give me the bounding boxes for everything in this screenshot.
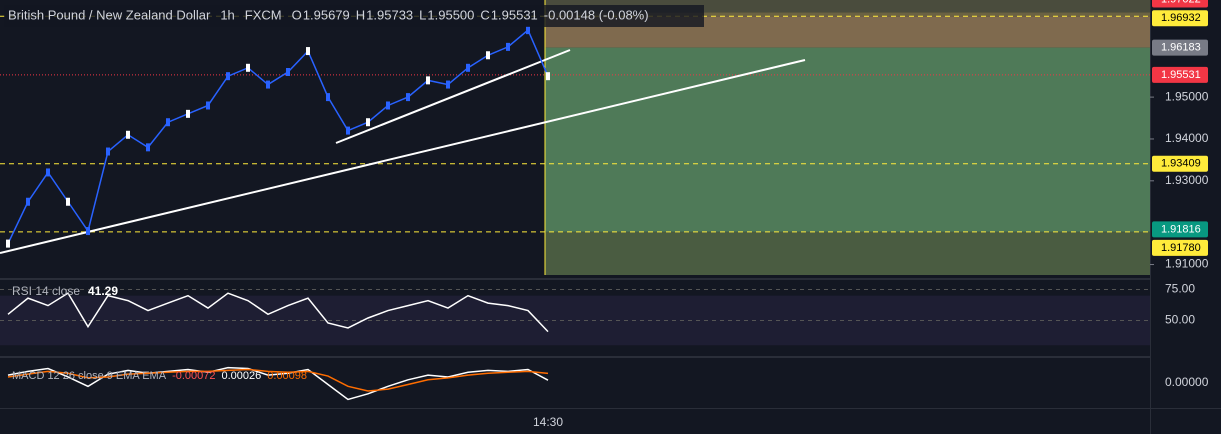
macd-tick-label: 0.00000 bbox=[1165, 375, 1209, 389]
price-label-bg bbox=[1152, 0, 1208, 8]
candle bbox=[206, 101, 210, 110]
signal-line bbox=[7, 368, 549, 392]
top-zone bbox=[545, 12, 1150, 17]
candle bbox=[506, 42, 510, 51]
price-tick-label: 1.94000 bbox=[1165, 131, 1209, 145]
price-label: 1.91780 bbox=[1161, 242, 1201, 254]
price-label-bg bbox=[1152, 155, 1208, 172]
ohlc-key: L bbox=[419, 7, 426, 22]
rsi-label: RSI 14 close bbox=[12, 284, 80, 298]
candle bbox=[66, 197, 70, 206]
price-label: 1.97022 bbox=[1161, 0, 1201, 5]
candle bbox=[366, 118, 370, 127]
target-zone bbox=[545, 47, 1150, 232]
ohlc-key: H bbox=[356, 7, 365, 22]
macd-line bbox=[7, 366, 549, 401]
macd-hist: -0.00072 bbox=[172, 370, 215, 382]
candle bbox=[126, 130, 130, 139]
price-label-bg bbox=[1152, 10, 1208, 27]
candle bbox=[226, 72, 230, 81]
price-label-bg bbox=[1152, 66, 1208, 83]
ohlc-key: O bbox=[292, 7, 302, 22]
candle bbox=[346, 126, 350, 135]
change: -0.00148 (-0.08%) bbox=[544, 7, 649, 22]
trend-line bbox=[0, 59, 806, 254]
price-label-bg bbox=[1152, 39, 1208, 56]
rsi-value: 41.29 bbox=[88, 284, 118, 298]
lower-zone bbox=[545, 231, 1150, 275]
candle bbox=[306, 47, 310, 56]
candle bbox=[186, 109, 190, 118]
ohlc-key: C bbox=[480, 7, 489, 22]
price-label: 1.96932 bbox=[1161, 12, 1201, 24]
ohlc-value: 1.95679 bbox=[303, 7, 350, 22]
price-label: 1.93409 bbox=[1161, 158, 1201, 170]
price-tick-label: 1.93000 bbox=[1165, 173, 1209, 187]
time-axis-border bbox=[0, 408, 1221, 409]
price-label-bg bbox=[1152, 239, 1208, 256]
candle bbox=[106, 147, 110, 156]
time-label: 14:30 bbox=[533, 415, 563, 429]
pane-separator bbox=[0, 356, 1150, 358]
candle bbox=[426, 76, 430, 85]
macd-label: MACD 12 26 close 9 EMA EMA bbox=[12, 370, 167, 382]
pane-separator bbox=[0, 278, 1150, 280]
header-bg bbox=[4, 5, 704, 27]
candle bbox=[6, 239, 10, 248]
candle bbox=[326, 93, 330, 102]
ohlc-value: 1.95500 bbox=[427, 7, 474, 22]
price-axis-border bbox=[1150, 0, 1151, 434]
candle bbox=[406, 93, 410, 102]
rsi-line bbox=[7, 292, 549, 333]
candle bbox=[86, 227, 90, 236]
candle bbox=[546, 72, 550, 81]
symbol-name: British Pound / New Zealand Dollar bbox=[8, 7, 211, 22]
candle bbox=[466, 63, 470, 72]
rsi-tick-label: 50.00 bbox=[1165, 313, 1195, 327]
ohlc-value: 1.95733 bbox=[366, 7, 413, 22]
candle bbox=[46, 168, 50, 177]
ohlc-value: 1.95531 bbox=[491, 7, 538, 22]
price-label-bg bbox=[1152, 221, 1208, 238]
candle bbox=[266, 80, 270, 89]
candle bbox=[26, 197, 30, 206]
candle bbox=[286, 67, 290, 76]
price-tick-label: 1.91000 bbox=[1165, 257, 1209, 271]
rsi-tick-label: 75.00 bbox=[1165, 282, 1195, 296]
price-line bbox=[7, 28, 549, 244]
source: FXCM bbox=[245, 7, 282, 22]
candle bbox=[386, 101, 390, 110]
price-label: 1.95531 bbox=[1161, 69, 1201, 81]
candle bbox=[446, 80, 450, 89]
trend-line bbox=[335, 49, 571, 144]
candle bbox=[486, 51, 490, 60]
price-label: 1.96183 bbox=[1161, 41, 1201, 53]
price-tick-label: 1.95000 bbox=[1165, 89, 1209, 103]
candle bbox=[166, 118, 170, 127]
macd-signal: 0.00098 bbox=[267, 370, 307, 382]
macd-value: 0.00026 bbox=[222, 370, 262, 382]
rsi-band bbox=[0, 295, 1150, 346]
candle bbox=[526, 26, 530, 35]
candle bbox=[146, 143, 150, 152]
candle bbox=[246, 63, 250, 72]
price-label: 1.91816 bbox=[1161, 223, 1201, 235]
interval: 1h bbox=[220, 7, 234, 22]
